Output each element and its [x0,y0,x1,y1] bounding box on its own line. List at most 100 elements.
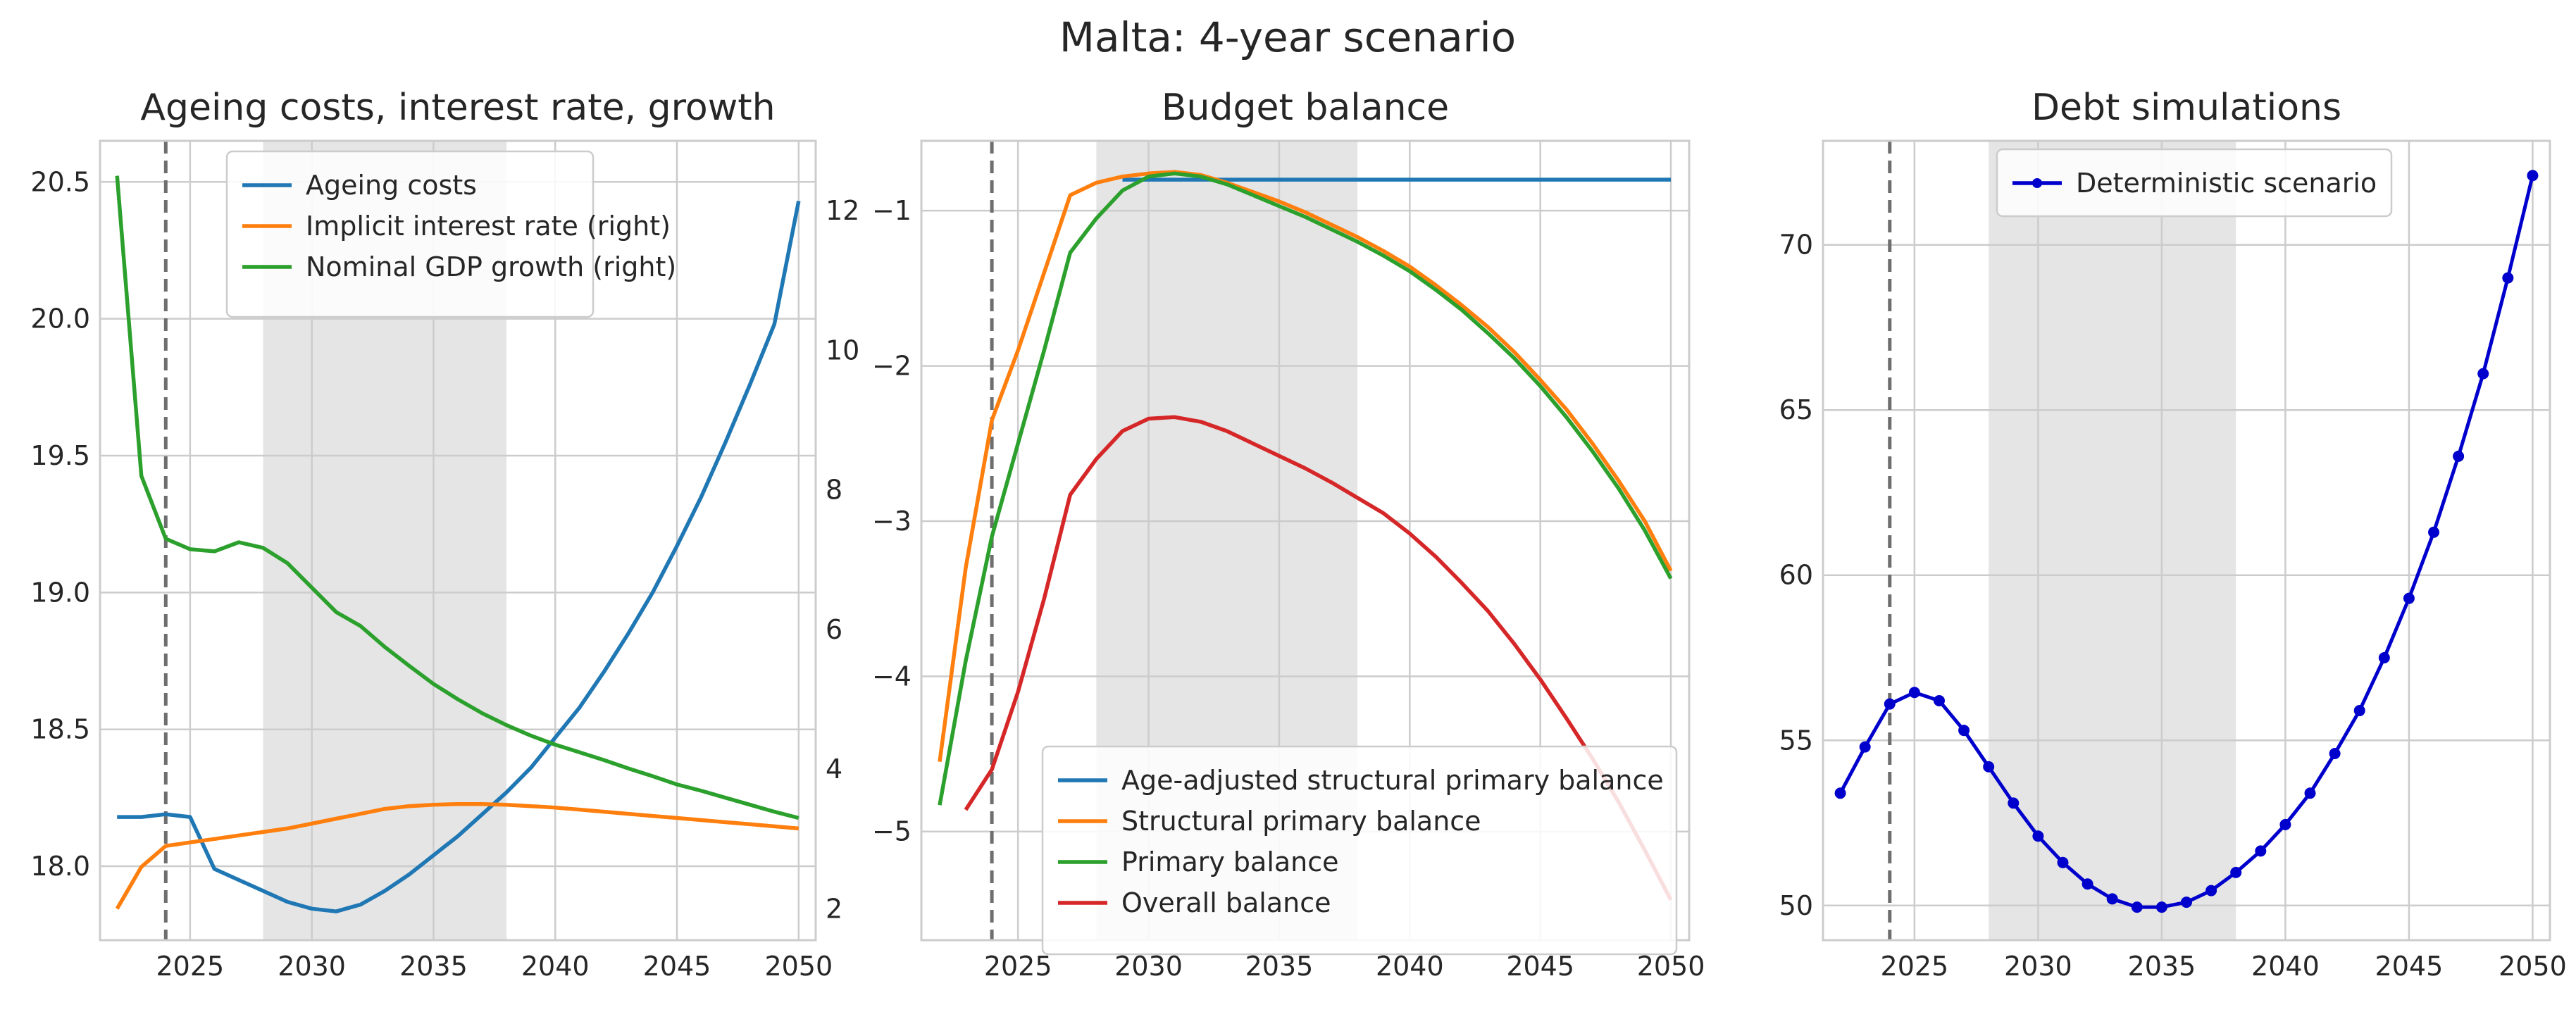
y-tick-label: 55 [1779,725,1813,756]
y-tick-label: 50 [1779,890,1813,921]
y-tick-label-right: 8 [826,475,842,506]
y-tick-label-left: 20.5 [30,166,90,197]
y-tick-label: −4 [872,661,911,692]
data-point [2155,901,2167,913]
y-tick-label-right: 6 [826,614,842,645]
y-tick-label: 65 [1779,394,1813,425]
data-point [2453,450,2465,462]
y-tick-label-left: 18.0 [30,851,90,882]
data-point [1859,741,1871,753]
y-tick-label-right: 12 [826,195,859,226]
panel-3: 2025 2030 2035 2040 2045 2050 50 55 60 65 70 Debt s… [1779,87,2567,982]
data-point [2403,592,2415,604]
data-point [2057,856,2069,868]
x-tick-label: 2025 [1881,951,1949,982]
y-tick-label: −5 [872,816,911,847]
x-tick-label: 2025 [984,951,1052,982]
y-tick-label: 70 [1779,230,1813,261]
figure-title: Malta: 4-year scenario [1059,13,1516,61]
x-tick-label: 2045 [1506,951,1574,982]
x-tick-label: 2040 [521,951,590,982]
panel-1: 2025 2030 2035 2040 2045 2050 18.0 18.5 19.0 19.5… [30,87,859,982]
data-point [2527,170,2539,182]
data-point [1834,787,1846,799]
data-point [2502,272,2514,284]
data-point [2008,797,2020,809]
x-tick-label: 2045 [2375,951,2444,982]
data-point [2082,878,2093,890]
data-point [1933,694,1945,706]
series-line-1 [117,200,801,913]
series-line-3 [938,171,1673,806]
legend-label: Deterministic scenario [2076,168,2377,199]
data-point [2181,897,2192,908]
data-point [1908,687,1920,699]
y-tick-label: −2 [872,351,911,382]
y-tick-label-left: 20.0 [30,304,90,335]
x-tick-label: 2050 [2499,951,2567,982]
data-point [1884,698,1896,710]
legend-label: Structural primary balance [1121,806,1481,837]
y-tick-label-right: 10 [826,335,859,366]
x-tick-label: 2035 [1245,951,1314,982]
legend-box [1996,148,2393,218]
data-point [2106,893,2118,905]
series-line-2 [938,170,1673,762]
legend-label: Age-adjusted structural primary balance [1121,765,1664,796]
x-tick-label: 2030 [278,951,346,982]
legend-label: Implicit interest rate (right) [306,211,671,242]
y-tick-label-left: 18.5 [30,714,90,745]
data-point [2477,368,2489,380]
y-tick-label-left: 19.0 [30,577,90,608]
legend-box [225,150,595,318]
data-point [1983,761,1995,773]
data-point [2428,526,2440,538]
y-tick-label: −1 [872,195,911,226]
y-tick-label-right: 4 [826,754,842,785]
data-point [2279,818,2291,830]
data-point [2032,830,2044,842]
data-point [2304,787,2316,799]
x-tick-label: 2040 [2251,951,2320,982]
y-tick-label: 60 [1779,560,1813,591]
data-point [2205,885,2217,897]
x-tick-label: 2040 [1376,951,1444,982]
shaded-region [1989,141,2236,940]
series-line-2 [115,801,799,910]
legend: Age-adjusted structural primary balance S… [1041,745,1678,956]
legend-box [1041,745,1678,956]
data-point [2230,866,2242,878]
x-tick-label: 2025 [156,951,225,982]
data-point [2353,705,2365,717]
legend: Deterministic scenario [1996,148,2393,218]
panel-title: Budget balance [1162,87,1449,129]
data-point [2131,901,2143,913]
legend-label: Primary balance [1121,847,1339,877]
y-tick-label-right: 2 [826,893,842,924]
x-tick-label: 2035 [2128,951,2196,982]
x-tick-label: 2030 [2004,951,2072,982]
series-line-4 [964,415,1673,901]
x-tick-label: 2030 [1114,951,1183,982]
data-point [2378,651,2390,663]
x-tick-label: 2050 [764,951,833,982]
legend-label: Ageing costs [306,170,477,201]
series-line-3 [115,175,799,820]
data-point [2329,748,2341,760]
panel-title: Debt simulations [2031,87,2341,129]
legend-label: Overall balance [1121,887,1331,918]
panel-title: Ageing costs, interest rate, growth [140,87,775,129]
legend-marker [2032,178,2042,188]
y-tick-label-left: 19.5 [30,440,90,471]
x-tick-label: 2045 [643,951,711,982]
x-tick-label: 2050 [1637,951,1705,982]
axes-frame [99,139,817,942]
y-tick-label: −3 [872,506,911,537]
axes-frame [1822,139,2551,942]
data-point [2255,845,2267,857]
x-tick-label: 2035 [399,951,468,982]
legend: Ageing costs Implicit interest rate (righ… [225,150,676,318]
legend-label: Nominal GDP growth (right) [306,251,676,282]
